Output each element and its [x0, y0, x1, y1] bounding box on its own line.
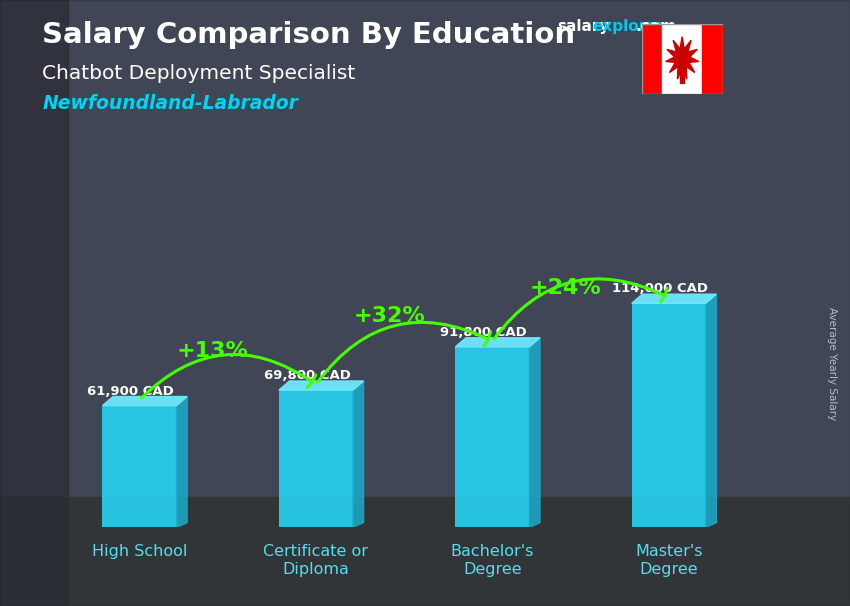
Text: Average Yearly Salary: Average Yearly Salary	[827, 307, 837, 420]
Bar	[680, 69, 684, 84]
Bar	[632, 303, 705, 527]
Text: 61,900 CAD: 61,900 CAD	[88, 385, 174, 398]
Text: 69,800 CAD: 69,800 CAD	[264, 369, 350, 382]
Text: 91,800 CAD: 91,800 CAD	[440, 326, 527, 339]
Polygon shape	[706, 294, 717, 527]
Polygon shape	[353, 381, 364, 527]
Bar	[702, 24, 722, 94]
Text: Chatbot Deployment Specialist: Chatbot Deployment Specialist	[42, 64, 356, 82]
Bar	[456, 347, 530, 527]
Text: +13%: +13%	[177, 341, 249, 361]
Polygon shape	[666, 37, 699, 79]
Polygon shape	[279, 381, 364, 390]
Polygon shape	[103, 396, 187, 405]
Text: .com: .com	[636, 19, 677, 35]
Bar	[0, 497, 850, 606]
Text: salary: salary	[557, 19, 609, 35]
Bar	[103, 405, 177, 527]
Text: +24%: +24%	[530, 278, 602, 298]
Bar	[642, 24, 662, 94]
Text: explorer: explorer	[592, 19, 665, 35]
Text: 114,000 CAD: 114,000 CAD	[612, 282, 708, 295]
Polygon shape	[456, 338, 540, 347]
Text: Salary Comparison By Education: Salary Comparison By Education	[42, 21, 575, 49]
Text: +32%: +32%	[354, 307, 425, 327]
Text: Newfoundland-Labrador: Newfoundland-Labrador	[42, 94, 298, 113]
Polygon shape	[632, 294, 717, 303]
Bar	[0, 0, 68, 606]
Polygon shape	[177, 396, 187, 527]
Bar	[662, 24, 702, 94]
Bar	[279, 390, 353, 527]
Polygon shape	[530, 338, 540, 527]
